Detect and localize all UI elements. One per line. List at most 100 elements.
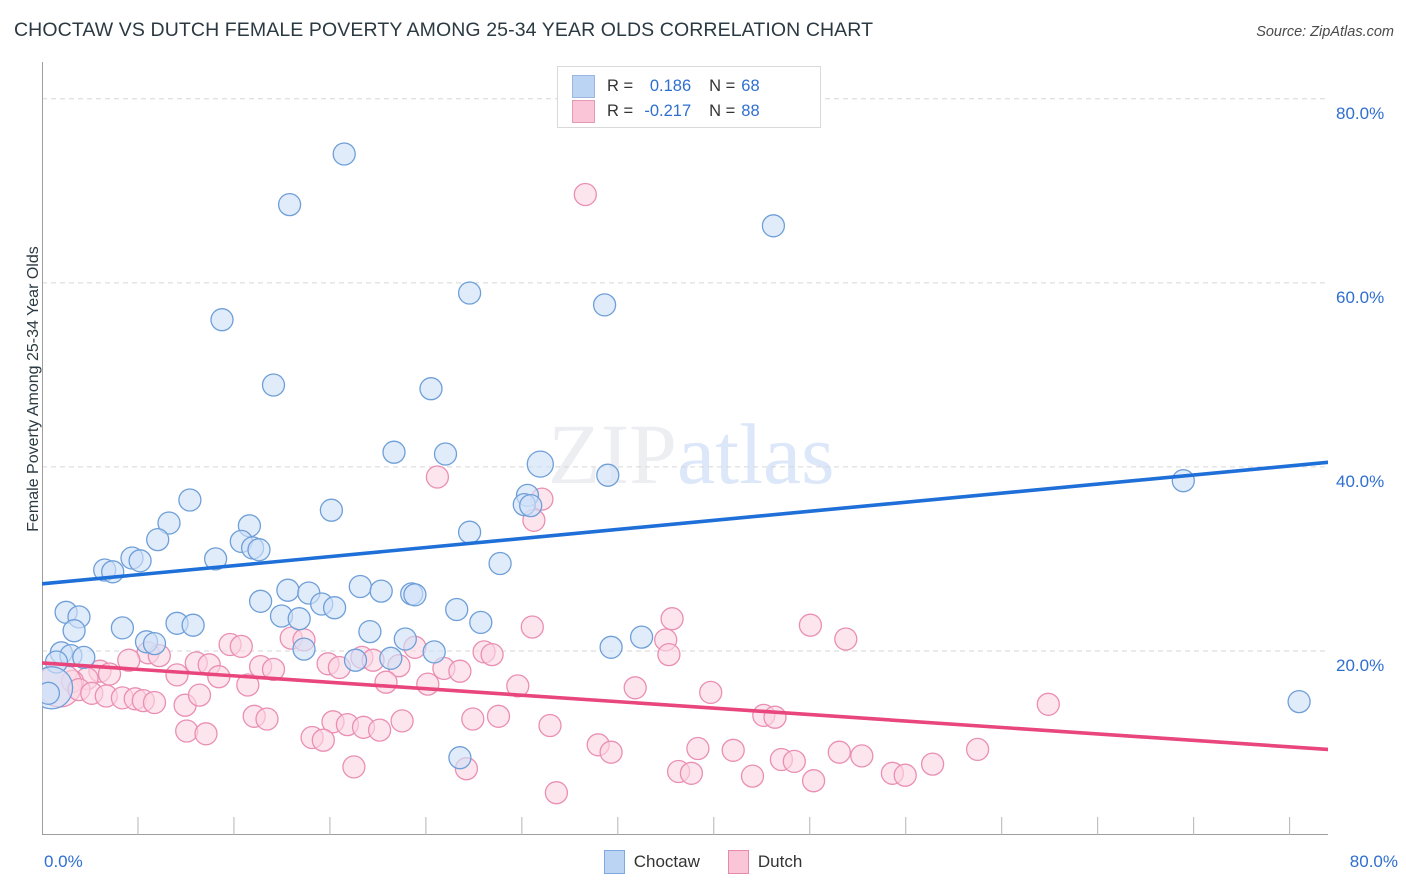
- dutch-n-label: N =: [709, 101, 736, 120]
- data-point: [623, 676, 647, 700]
- data-point: [486, 704, 511, 728]
- data-point: [348, 574, 372, 599]
- legend-label-choctaw: Choctaw: [633, 852, 700, 871]
- data-point: [761, 214, 786, 238]
- data-point: [319, 498, 344, 522]
- legend-label-dutch: Dutch: [757, 852, 803, 871]
- choctaw-n-value: 68: [741, 76, 760, 95]
- series-dutch: [42, 182, 1060, 805]
- data-point: [480, 642, 504, 667]
- choctaw-r-value: 0.186: [649, 76, 692, 95]
- data-point: [203, 547, 228, 571]
- data-point: [210, 308, 234, 332]
- trendline-dutch: [42, 661, 1328, 752]
- data-point: [798, 613, 823, 637]
- data-point: [416, 672, 440, 696]
- dutch-swatch-icon: [572, 99, 595, 123]
- data-point: [782, 749, 806, 774]
- data-point: [834, 627, 858, 651]
- data-point: [686, 736, 710, 761]
- data-point: [657, 642, 681, 667]
- data-point: [461, 707, 485, 731]
- series-choctaw: [42, 142, 1311, 770]
- data-point: [763, 705, 787, 729]
- data-point: [322, 596, 347, 620]
- data-point: [358, 619, 382, 644]
- data-point: [965, 737, 990, 762]
- choctaw-n-label: N =: [709, 76, 736, 95]
- scatter-plot-area: [42, 62, 1328, 835]
- data-point: [72, 645, 96, 670]
- data-point: [519, 493, 543, 518]
- data-point: [382, 440, 406, 464]
- data-point: [236, 673, 260, 697]
- legend-swatch-dutch-icon: [727, 850, 749, 874]
- legend-swatch-choctaw-icon: [603, 850, 625, 874]
- data-point: [422, 640, 446, 664]
- data-point: [506, 674, 530, 698]
- data-point: [520, 615, 544, 639]
- data-point: [488, 551, 512, 576]
- page-title: CHOCTAW VS DUTCH FEMALE POVERTY AMONG 25…: [14, 19, 874, 41]
- data-point: [187, 683, 212, 707]
- data-point: [629, 625, 654, 649]
- data-point: [146, 527, 170, 552]
- data-point: [342, 755, 366, 779]
- data-point: [194, 722, 218, 746]
- data-point: [544, 781, 569, 805]
- data-point: [699, 680, 723, 705]
- data-point: [403, 583, 427, 607]
- data-point: [181, 613, 205, 637]
- data-point: [287, 607, 311, 631]
- data-point: [801, 769, 826, 793]
- data-point: [117, 648, 141, 672]
- y-tick-label: 40.0%: [1336, 471, 1385, 491]
- data-point: [42, 681, 61, 705]
- data-point: [660, 607, 684, 631]
- data-point: [261, 373, 286, 397]
- stats-row-dutch: R = -0.217 N = 88: [572, 98, 760, 124]
- data-point: [157, 511, 181, 535]
- stats-row-choctaw: R = 0.186 N = 68: [572, 73, 760, 99]
- data-point: [850, 744, 874, 768]
- data-point: [827, 740, 851, 764]
- data-point: [367, 718, 392, 742]
- data-point: [920, 752, 945, 776]
- data-point: [165, 663, 189, 687]
- data-point: [679, 761, 704, 785]
- data-point: [276, 578, 300, 602]
- data-point: [178, 488, 202, 512]
- data-point: [311, 728, 335, 752]
- data-point: [374, 670, 398, 694]
- data-point: [343, 648, 368, 672]
- data-point: [448, 659, 472, 683]
- data-point: [433, 442, 458, 466]
- data-point: [457, 520, 482, 544]
- data-point: [425, 465, 450, 489]
- data-point: [247, 538, 271, 562]
- data-point: [740, 764, 765, 788]
- data-point: [721, 738, 745, 762]
- data-point: [332, 142, 356, 166]
- choctaw-swatch-icon: [572, 74, 595, 98]
- data-point: [893, 763, 917, 787]
- data-point: [128, 549, 152, 573]
- x-axis-max-label: 80.0%: [1349, 852, 1398, 871]
- data-point: [599, 740, 623, 764]
- data-point: [142, 631, 167, 656]
- legend-item-choctaw[interactable]: Choctaw: [603, 850, 700, 874]
- data-point: [599, 635, 623, 659]
- data-point: [419, 377, 443, 401]
- data-point: [261, 657, 286, 682]
- data-point: [248, 589, 273, 613]
- data-point: [110, 616, 135, 640]
- data-point: [1036, 692, 1060, 716]
- legend-item-dutch[interactable]: Dutch: [727, 850, 803, 874]
- data-point: [393, 627, 417, 651]
- data-point: [596, 463, 620, 487]
- data-point: [469, 610, 493, 635]
- data-point: [142, 690, 167, 715]
- trendline-choctaw: [42, 460, 1328, 586]
- x-axis-min-label: 0.0%: [44, 852, 83, 871]
